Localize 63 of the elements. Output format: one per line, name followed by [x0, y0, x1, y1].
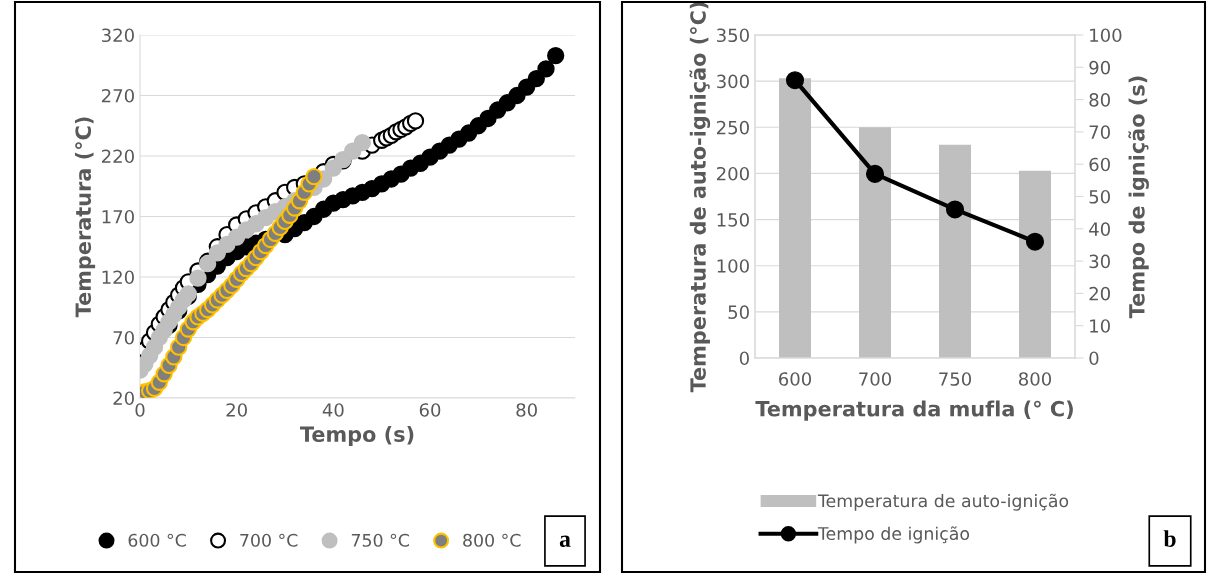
point — [527, 69, 545, 88]
point — [865, 164, 885, 183]
y2-tick-label: 0 — [1089, 351, 1099, 366]
x-tick-label: 40 — [322, 403, 344, 417]
y-tick-label: 20 — [113, 391, 134, 406]
y-axis-title: Temperatura de auto-ignição (°C) — [689, 2, 711, 393]
y2-tick-label: 80 — [1089, 93, 1110, 107]
legend-label: 800 °C — [463, 533, 521, 547]
point — [945, 200, 965, 219]
x-tick-label: 700 — [859, 372, 892, 386]
x-tick-label: 600 — [779, 372, 812, 386]
legend-label: 750 °C — [351, 533, 409, 547]
y-tick-label: 170 — [102, 209, 134, 224]
x-tick-label: 20 — [226, 403, 247, 417]
y2-tick-label: 30 — [1089, 254, 1110, 269]
point — [305, 167, 323, 186]
point — [785, 71, 805, 90]
y-tick-label: 250 — [717, 120, 749, 135]
y-tick-label: 120 — [102, 270, 134, 285]
y2-tick-label: 60 — [1089, 157, 1110, 172]
y-tick-label: 320 — [102, 28, 134, 43]
y2-tick-label: 70 — [1089, 125, 1110, 140]
bar — [779, 78, 811, 358]
y2-tick-label: 90 — [1089, 60, 1110, 75]
y-tick-label: 200 — [717, 166, 749, 181]
legend-label: 700 °C — [240, 533, 298, 547]
y2-tick-label: 50 — [1089, 189, 1110, 204]
x-axis-title: Tempo (s) — [300, 425, 414, 447]
y2-axis-title: Tempo de ignição (s) — [1128, 76, 1149, 319]
y-tick-label: 150 — [717, 213, 749, 227]
bar — [1019, 170, 1051, 358]
y-axis-title: Temperatura (°C) — [74, 117, 96, 318]
y-tick-label: 100 — [717, 259, 749, 273]
y-tick-label: 350 — [717, 28, 749, 43]
bar — [859, 127, 891, 358]
point — [537, 60, 555, 78]
point — [1025, 232, 1045, 251]
x-tick-label: 0 — [135, 403, 145, 417]
point — [406, 112, 425, 130]
x-tick-label: 60 — [419, 403, 441, 417]
x-tick-label: 800 — [1018, 372, 1052, 386]
point — [547, 46, 565, 65]
bar — [939, 144, 971, 358]
x-tick-label: 750 — [939, 372, 972, 386]
legend-label: 600 °C — [128, 533, 186, 547]
legend-label: Tempo de ignição — [817, 526, 970, 544]
text: a — [559, 535, 571, 547]
x-axis-title: Temperatura da mufla (° C) — [755, 400, 1073, 421]
y-tick-label: 0 — [739, 351, 749, 366]
y2-tick-label: 20 — [1089, 286, 1110, 301]
y-tick-label: 220 — [102, 149, 134, 164]
y2-tick-label: 10 — [1090, 319, 1110, 333]
y2-tick-label: 100 — [1090, 28, 1122, 43]
point — [189, 269, 207, 287]
y-tick-label: 70 — [113, 330, 134, 345]
y-tick-label: 300 — [717, 74, 749, 89]
point — [353, 134, 371, 152]
x-tick-label: 80 — [516, 403, 537, 417]
y2-tick-label: 40 — [1089, 222, 1110, 236]
text: b — [1163, 530, 1176, 547]
legend-label: Temperatura de auto-ignição — [817, 493, 1069, 511]
y-tick-label: 270 — [102, 88, 134, 103]
y-tick-label: 50 — [728, 305, 749, 319]
